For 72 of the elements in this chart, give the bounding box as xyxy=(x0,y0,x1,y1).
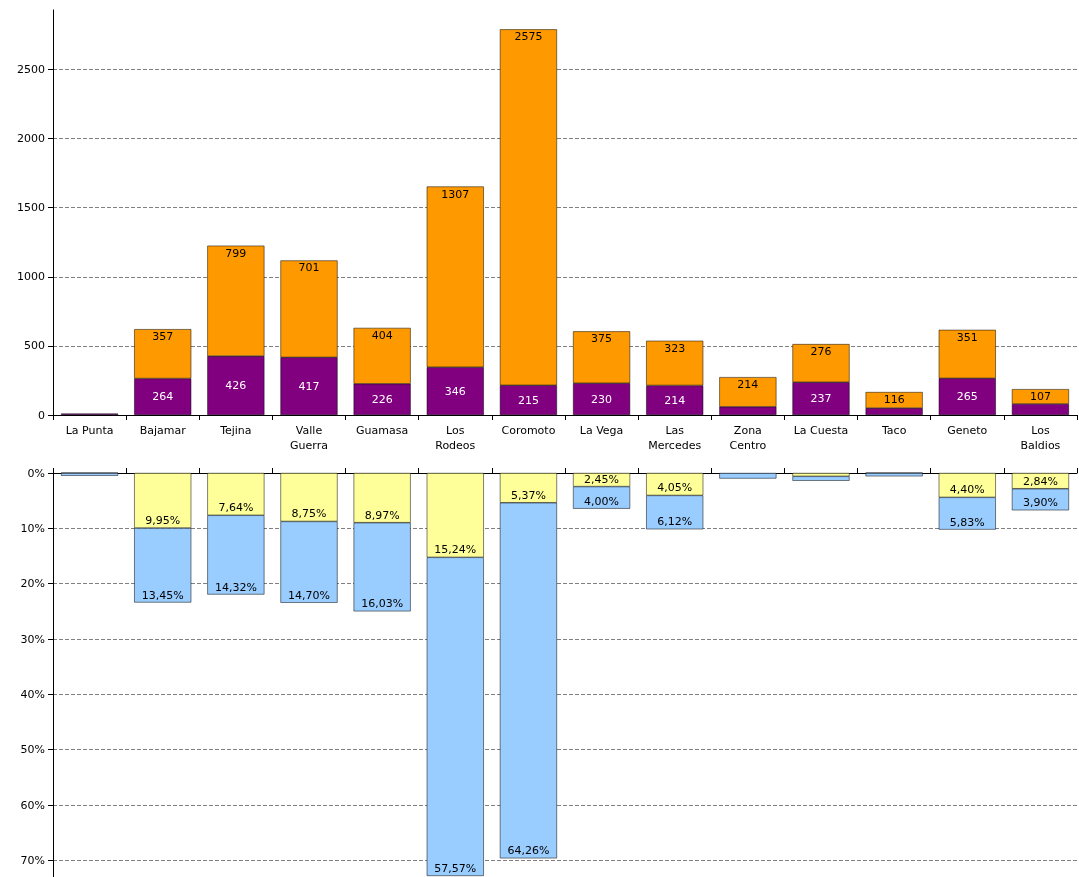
x-tick-label: Taco xyxy=(880,424,907,437)
data-label: 8,75% xyxy=(291,507,327,521)
data-label: 264 xyxy=(152,390,174,404)
data-label: 265 xyxy=(956,390,978,404)
data-label: 346 xyxy=(444,384,466,398)
x-tick-label: Valle Guerra xyxy=(290,424,328,452)
x-tick-label: Tejina xyxy=(219,424,252,437)
data-label: 13,45% xyxy=(141,588,184,602)
data-label: 16,03% xyxy=(361,597,404,611)
data-label: 375 xyxy=(591,332,613,346)
data-label: 9,95% xyxy=(145,514,181,528)
y-tick-label: 0 xyxy=(38,408,45,422)
y-tick-label: 2500 xyxy=(17,62,45,76)
data-label: 799 xyxy=(225,246,247,260)
data-label: 14,32% xyxy=(214,580,257,594)
data-label: 14,70% xyxy=(288,588,330,602)
x-tick-label: Guamasa xyxy=(356,424,409,437)
y-tick-label: 40% xyxy=(20,687,45,701)
x-tick-label: Geneto xyxy=(947,424,988,437)
y-tick-label: 30% xyxy=(20,632,45,646)
data-label: 215 xyxy=(517,393,539,407)
data-label: 323 xyxy=(664,341,686,355)
x-tick-label: Bajamar xyxy=(139,424,187,437)
y-tick-label: 10% xyxy=(20,521,45,535)
data-label: 15,24% xyxy=(434,543,477,557)
x-tick-label: Los Rodeos xyxy=(435,424,476,452)
y-tick-label: 0% xyxy=(27,466,45,480)
x-tick-label: Los Baldios xyxy=(1020,424,1061,452)
data-label: 226 xyxy=(371,392,393,406)
data-label: 417 xyxy=(298,379,320,393)
data-label: 404 xyxy=(371,328,393,342)
data-label: 351 xyxy=(956,330,978,344)
data-label: 107 xyxy=(1029,390,1051,404)
data-label: 2,45% xyxy=(584,472,620,486)
data-label: 214 xyxy=(664,393,686,407)
y-tick-label: 70% xyxy=(20,853,45,867)
data-label: 64,26% xyxy=(507,844,550,858)
data-label: 701 xyxy=(298,261,320,275)
data-label: 57,57% xyxy=(434,861,477,875)
data-label: 2,84% xyxy=(1022,474,1058,488)
y-tick-label: 50% xyxy=(20,743,45,757)
data-label: 2575 xyxy=(514,30,543,44)
y-tick-label: 1500 xyxy=(17,201,45,215)
y-tick-label: 500 xyxy=(24,339,45,353)
x-tick-label: Las Mercedes xyxy=(648,424,702,452)
data-label: 4,00% xyxy=(584,494,620,508)
y-tick-label: 1000 xyxy=(17,270,45,284)
y-tick-label: 20% xyxy=(20,577,45,591)
data-label: 4,40% xyxy=(949,483,985,497)
x-tick-label: La Cuesta xyxy=(793,424,849,437)
data-label: 7,64% xyxy=(218,501,254,515)
data-label: 357 xyxy=(152,330,174,344)
data-label: 116 xyxy=(883,393,905,407)
x-tick-label: La Vega xyxy=(579,424,624,437)
data-label: 6,12% xyxy=(657,515,693,529)
data-label: 237 xyxy=(810,392,832,406)
data-label: 276 xyxy=(810,345,832,359)
data-label: 5,37% xyxy=(510,488,546,502)
y-tick-label: 60% xyxy=(20,798,45,812)
data-label: 230 xyxy=(591,392,613,406)
data-label: 3,90% xyxy=(1022,496,1058,510)
y-tick-label: 2000 xyxy=(17,132,45,146)
bar xyxy=(792,476,850,481)
data-label: 8,97% xyxy=(364,508,400,522)
data-label: 214 xyxy=(737,378,759,392)
data-label: 426 xyxy=(225,379,247,393)
data-label: 1307 xyxy=(441,187,470,201)
x-tick-label: Coromoto xyxy=(501,424,556,437)
x-tick-label: La Punta xyxy=(65,424,114,437)
data-label: 5,83% xyxy=(949,515,985,529)
x-tick-label: Zona Centro xyxy=(729,424,767,452)
data-label: 4,05% xyxy=(657,481,693,495)
